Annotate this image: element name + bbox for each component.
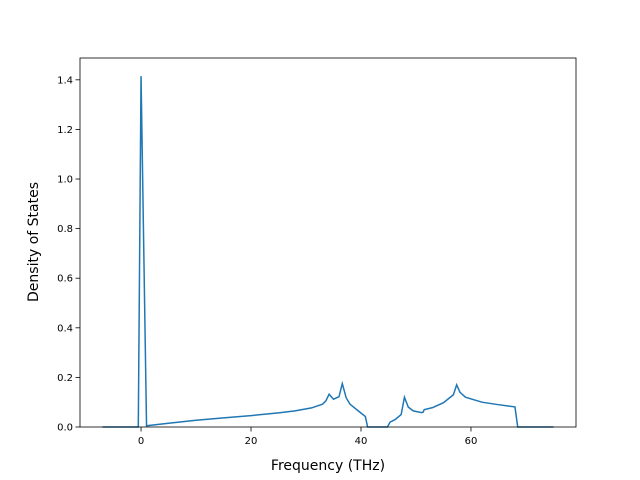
- y-tick-label: 0.4: [57, 323, 73, 334]
- y-tick-label: 1.0: [57, 175, 73, 186]
- y-tick-label: 0.8: [57, 224, 73, 235]
- y-tick-label: 1.2: [57, 125, 73, 136]
- y-axis-label: Density of States: [26, 182, 42, 302]
- y-tick-label: 0.0: [57, 423, 73, 434]
- x-tick-label: 60: [465, 436, 478, 447]
- x-tick-label: 0: [138, 436, 144, 447]
- x-axis-label: Frequency (THz): [271, 458, 385, 474]
- y-tick-label: 0.6: [57, 274, 73, 285]
- y-tick-label: 0.2: [57, 373, 73, 384]
- x-tick-label: 20: [245, 436, 258, 447]
- x-tick-label: 40: [355, 436, 368, 447]
- plot-frame: [79, 57, 577, 428]
- y-tick-label: 1.4: [57, 75, 73, 86]
